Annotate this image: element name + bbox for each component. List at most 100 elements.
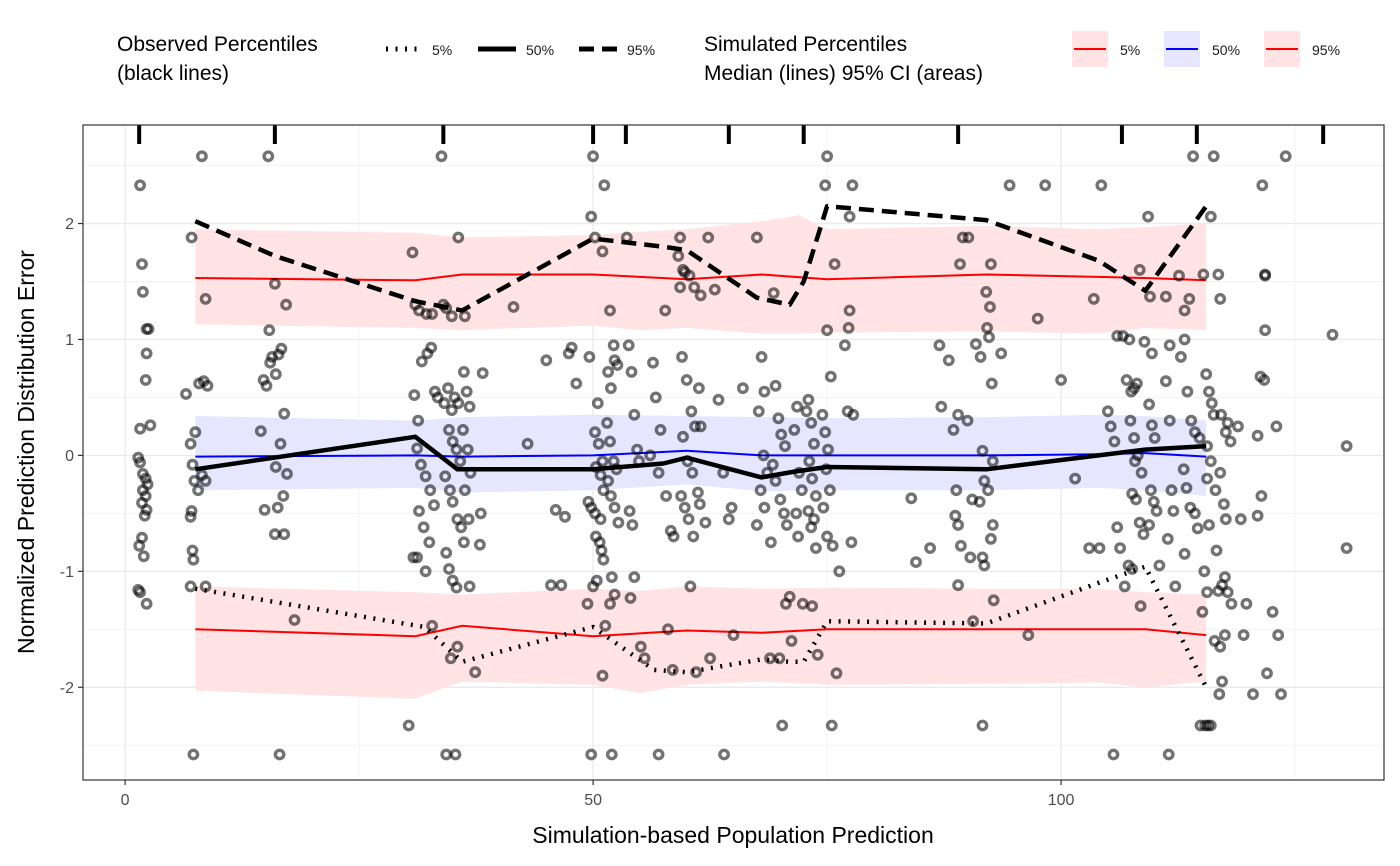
data-point (1187, 150, 1200, 163)
data-point (1219, 629, 1231, 641)
data-point (984, 301, 996, 313)
data-point (549, 503, 562, 516)
data-point (445, 310, 458, 323)
legend-simulated-5-label: 5% (1120, 42, 1140, 58)
data-point (1196, 606, 1209, 618)
data-point (1143, 398, 1156, 411)
data-point (138, 509, 151, 522)
data-point (624, 592, 637, 604)
data-point (795, 484, 808, 497)
data-point (952, 579, 964, 592)
data-point (450, 581, 463, 594)
data-point (821, 530, 833, 543)
data-point (463, 400, 476, 413)
data-point (195, 150, 208, 163)
data-point (269, 461, 282, 473)
data-point (184, 580, 197, 593)
data-point (1237, 629, 1250, 641)
data-point (507, 301, 520, 313)
data-point (1205, 397, 1218, 410)
data-point (1123, 333, 1136, 346)
data-point (751, 231, 763, 244)
data-point (443, 563, 455, 575)
data-point (986, 455, 999, 468)
data-point (947, 423, 960, 436)
bin-separator-ticks (137, 125, 1326, 144)
data-point (811, 648, 824, 661)
data-point (599, 619, 612, 632)
data-point (790, 507, 803, 520)
data-point (846, 179, 859, 192)
data-point (824, 484, 836, 497)
data-point (1150, 505, 1163, 517)
data-point (187, 553, 200, 566)
data-point (1169, 580, 1182, 593)
data-point (1214, 466, 1227, 479)
data-point (843, 304, 856, 317)
data-point (942, 354, 955, 367)
data-point (1161, 533, 1174, 545)
sim-band-5pct (195, 586, 1207, 699)
data-point (184, 510, 197, 523)
data-point (667, 530, 680, 543)
data-point (751, 519, 763, 531)
data-point (1204, 210, 1217, 223)
data-point (278, 528, 291, 541)
data-point (1111, 330, 1124, 342)
data-point (659, 304, 672, 317)
data-point (1144, 290, 1156, 303)
data-point (805, 416, 818, 429)
data-point (1259, 324, 1272, 337)
data-point (1003, 179, 1016, 192)
data-point (974, 350, 987, 363)
data-point (693, 498, 706, 510)
data-point (458, 310, 471, 323)
data-point (824, 370, 837, 383)
data-point (594, 513, 607, 526)
data-point (1197, 268, 1210, 281)
data-point (689, 420, 701, 433)
data-point (452, 397, 465, 410)
data-point (587, 150, 599, 163)
data-point (839, 339, 851, 352)
data-point (952, 519, 964, 531)
data-point (144, 419, 157, 432)
y-tick-label-0: -2 (60, 680, 74, 697)
data-point (1107, 748, 1120, 761)
sim-median-line-5pct (195, 624, 1207, 638)
data-point (982, 484, 994, 497)
legend-simulated-95-label: 95% (1312, 42, 1340, 58)
data-point (469, 666, 482, 679)
data-point (842, 321, 855, 334)
data-point (540, 354, 553, 367)
data-point (725, 501, 738, 514)
data-point (976, 719, 989, 732)
data-point (1108, 435, 1121, 448)
data-point (687, 530, 700, 543)
data-point (816, 408, 829, 421)
data-point (810, 490, 822, 502)
data-point (649, 391, 662, 404)
data-point (180, 388, 192, 400)
data-point (185, 505, 198, 517)
data-point (1275, 688, 1287, 701)
data-point (587, 580, 599, 593)
data-point (414, 458, 427, 471)
legend-simulated-title-line1: Simulated Percentiles (704, 33, 907, 56)
data-point (192, 484, 205, 497)
data-point (1146, 347, 1158, 360)
data-point (608, 588, 621, 601)
data-point (631, 443, 643, 456)
data-point (1022, 629, 1035, 641)
data-point (810, 542, 822, 554)
data-point (449, 748, 462, 761)
data-point (949, 509, 962, 522)
data-point (694, 289, 707, 302)
data-point (674, 281, 686, 294)
data-point (1214, 292, 1227, 305)
data-point (1111, 521, 1124, 534)
data-point (961, 414, 974, 427)
data-point (805, 521, 818, 534)
data-point (980, 285, 993, 298)
data-point (260, 379, 273, 392)
